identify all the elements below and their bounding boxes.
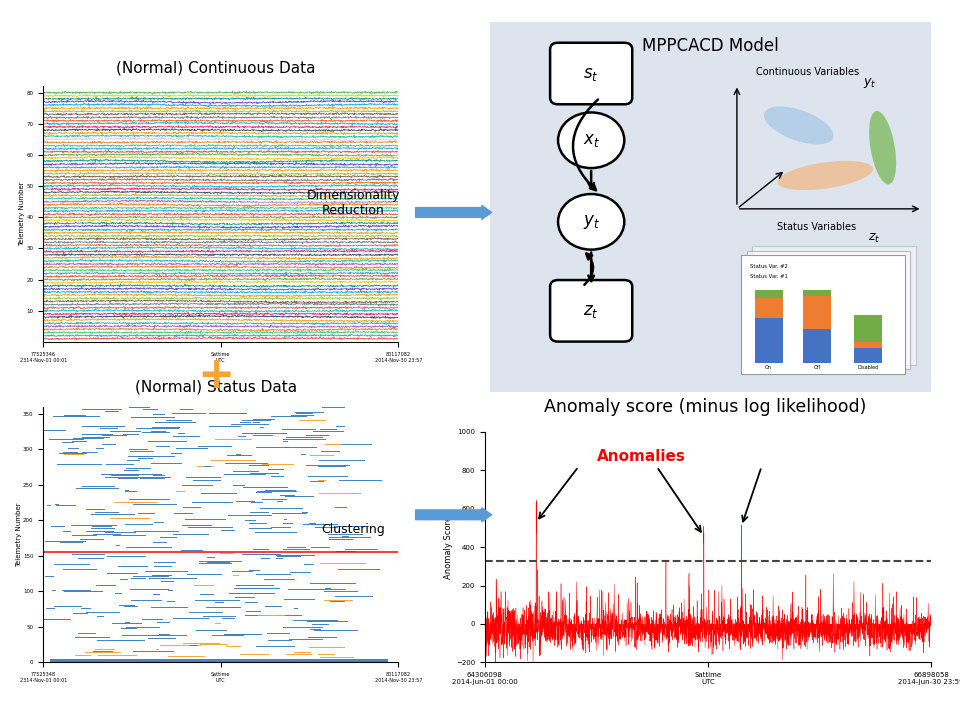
Bar — [804, 296, 831, 329]
Bar — [853, 342, 882, 348]
Bar — [804, 329, 831, 363]
FancyBboxPatch shape — [550, 42, 633, 104]
Text: Dimensionality
Reduction: Dimensionality Reduction — [306, 189, 400, 217]
Text: Anomaly score (minus log likelihood): Anomaly score (minus log likelihood) — [544, 397, 867, 416]
Text: $y_t$: $y_t$ — [583, 213, 600, 231]
Text: $s_t$: $s_t$ — [584, 65, 599, 83]
Ellipse shape — [764, 107, 833, 144]
Text: $x_t$: $x_t$ — [583, 131, 600, 149]
Text: MPPCACD Model: MPPCACD Model — [642, 37, 779, 55]
Circle shape — [558, 194, 624, 250]
Bar — [755, 298, 782, 318]
Text: $z_t$: $z_t$ — [868, 232, 880, 245]
Y-axis label: Telemetry Number: Telemetry Number — [19, 182, 25, 246]
Text: Status Var. #1: Status Var. #1 — [750, 274, 788, 279]
FancyBboxPatch shape — [741, 255, 904, 374]
Text: Clustering: Clustering — [322, 523, 385, 536]
Bar — [755, 290, 782, 298]
Text: (Normal) Continuous Data: (Normal) Continuous Data — [116, 61, 316, 76]
FancyBboxPatch shape — [753, 246, 916, 364]
Bar — [804, 290, 831, 296]
Bar — [755, 318, 782, 363]
Text: $y_t$: $y_t$ — [863, 76, 876, 90]
Text: +: + — [198, 354, 234, 397]
FancyBboxPatch shape — [747, 251, 910, 369]
Ellipse shape — [869, 111, 896, 184]
Text: Anomalies: Anomalies — [596, 449, 685, 464]
FancyBboxPatch shape — [468, 6, 948, 411]
Text: Status Variables: Status Variables — [777, 222, 856, 233]
Text: Status Var. #2: Status Var. #2 — [750, 264, 788, 269]
Bar — [853, 315, 882, 342]
FancyArrowPatch shape — [416, 205, 492, 220]
Ellipse shape — [778, 161, 874, 190]
FancyBboxPatch shape — [550, 280, 633, 341]
Text: Off: Off — [813, 365, 821, 370]
Y-axis label: Anomaly Score: Anomaly Score — [444, 516, 453, 579]
Circle shape — [558, 112, 624, 168]
Text: Continuous Variables: Continuous Variables — [756, 67, 859, 76]
Bar — [853, 348, 882, 363]
Text: (Normal) Status Data: (Normal) Status Data — [135, 380, 297, 395]
Y-axis label: Telemetry Number: Telemetry Number — [15, 503, 21, 567]
FancyArrowPatch shape — [416, 508, 492, 522]
Text: On: On — [765, 365, 772, 370]
Text: Disabled: Disabled — [857, 365, 878, 370]
Text: $z_t$: $z_t$ — [584, 302, 599, 320]
